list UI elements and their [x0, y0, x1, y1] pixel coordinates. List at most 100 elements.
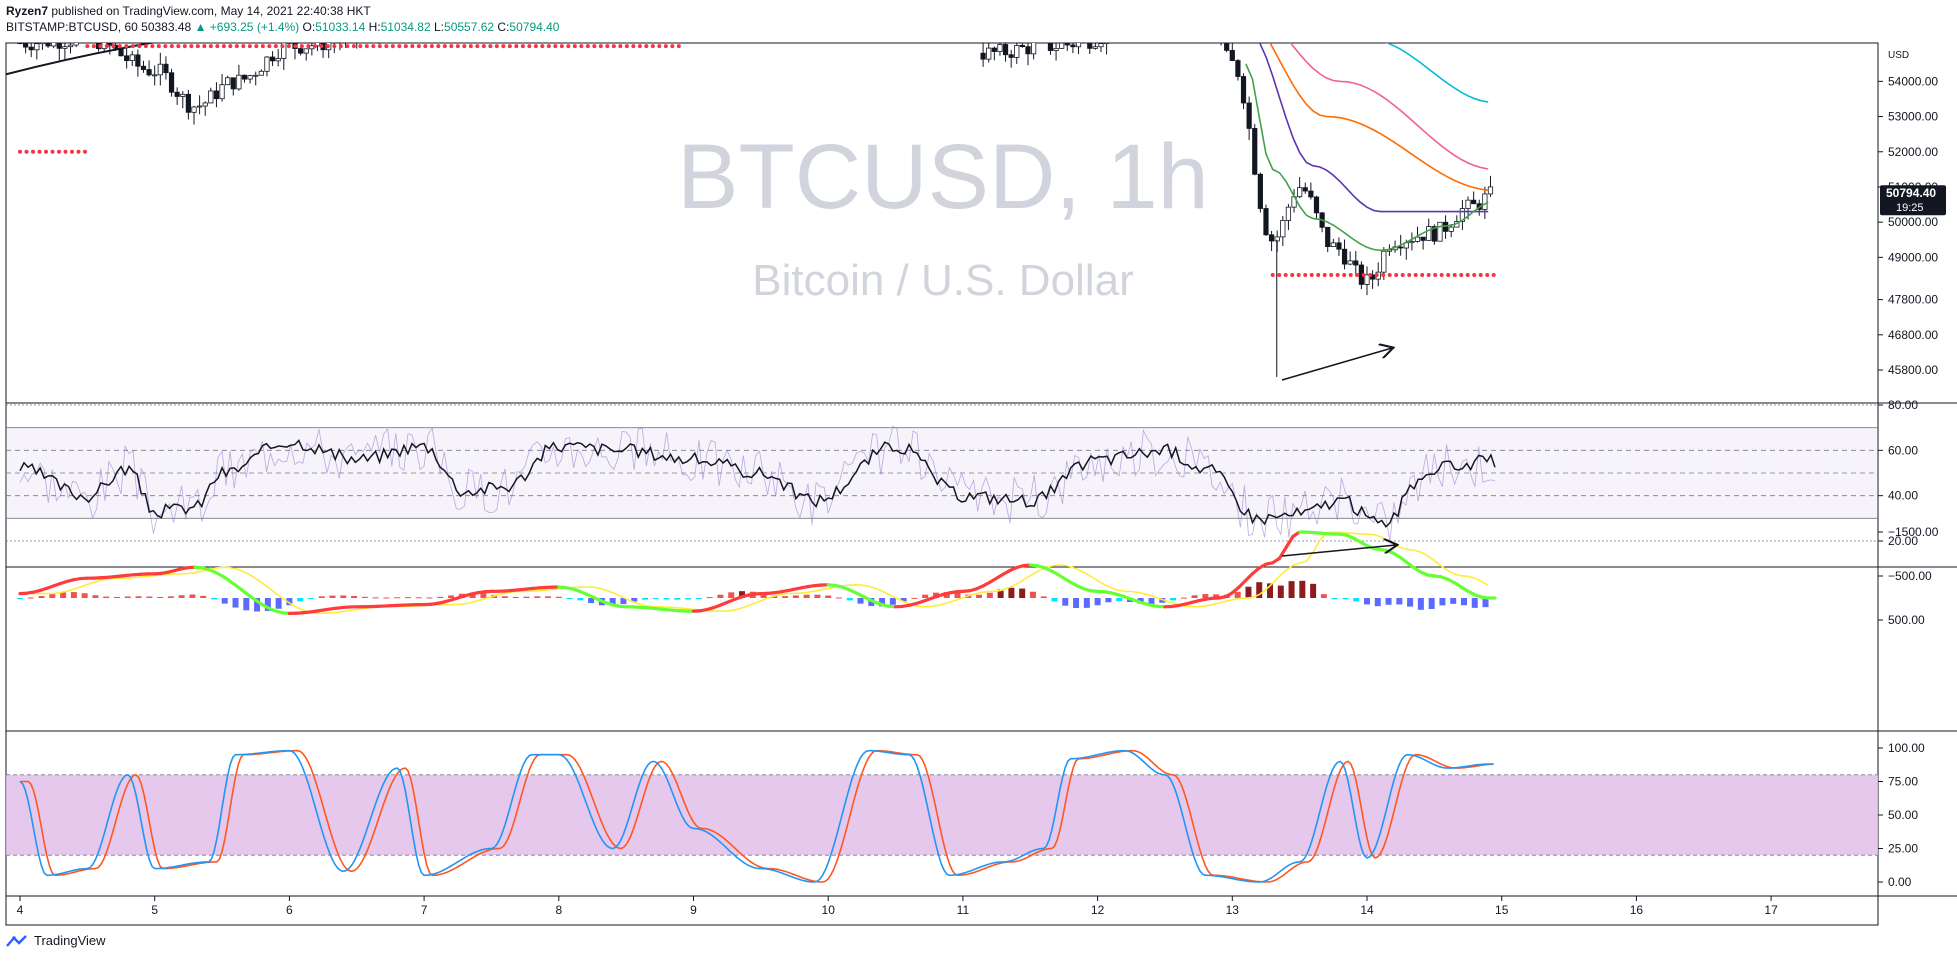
candle-body: [1202, 2, 1206, 17]
candle-body: [399, 18, 403, 26]
support-dot: [63, 149, 68, 154]
support-dot: [312, 44, 317, 49]
candle-body: [1031, 43, 1037, 55]
macd-histogram-bar: [501, 596, 508, 598]
candle-body: [129, 54, 135, 62]
support-dot: [70, 149, 74, 154]
macd-histogram-bar: [448, 595, 455, 598]
support-dot: [1485, 272, 1490, 277]
macd-histogram-bar: [728, 592, 735, 598]
macd-histogram-bar: [200, 595, 207, 598]
support-dot: [514, 44, 519, 49]
price-tag-value: 50794.40: [1886, 186, 1936, 200]
macd-histogram-bar: [1385, 598, 1392, 605]
macd-histogram-bar: [329, 595, 336, 598]
close-value: 50794.40: [509, 20, 560, 34]
stoch-axis-label: 0.00: [1888, 875, 1912, 889]
support-dot: [260, 44, 265, 49]
price-axis-label: 47800.00: [1888, 293, 1938, 307]
support-dot: [598, 44, 603, 49]
price-change: ▲ +693.25 (+1.4%): [194, 20, 300, 34]
time-axis-label: 4: [17, 903, 24, 917]
pane-frames: [5, 42, 1957, 926]
candle-body: [450, 16, 454, 25]
support-dot: [124, 44, 129, 49]
support-dot: [1374, 272, 1379, 277]
macd-histogram-bar: [1396, 598, 1403, 605]
support-dot: [403, 44, 408, 49]
support-dot: [436, 44, 441, 49]
support-dot: [98, 44, 103, 49]
time-axis-label: 8: [555, 903, 562, 917]
macd-histogram-bar: [372, 597, 379, 599]
support-dot: [50, 149, 55, 154]
support-dot: [1465, 272, 1470, 277]
tradingview-brand[interactable]: TradingView: [6, 933, 106, 948]
support-dot: [442, 44, 447, 49]
support-dot: [358, 44, 363, 49]
candle-body: [1364, 274, 1370, 285]
support-dot: [644, 44, 649, 49]
macd-histogram-bar: [221, 598, 228, 604]
support-dot: [1387, 272, 1392, 277]
support-dot: [546, 44, 551, 49]
macd-histogram-bar: [297, 598, 304, 602]
macd-histogram-bar: [210, 598, 217, 600]
candle-body: [45, 43, 51, 47]
macd-histogram-bar: [318, 596, 325, 598]
candle-body: [1082, 38, 1086, 41]
time-axis-label: 14: [1360, 903, 1374, 917]
macd-histogram-bar: [879, 598, 886, 607]
high-label: H:: [368, 20, 381, 34]
candle-body: [489, 4, 493, 11]
support-dot: [293, 44, 298, 49]
candle-body: [80, 31, 84, 37]
candle-body: [1025, 46, 1031, 55]
tradingview-logo-icon: [6, 934, 27, 947]
candle-body: [264, 56, 270, 72]
macd-histogram-bar: [512, 596, 519, 598]
macd-histogram-bar: [383, 597, 390, 599]
macd-histogram-bar: [286, 598, 293, 606]
support-dot: [676, 44, 681, 49]
macd-histogram-bar: [415, 597, 422, 599]
footer-brand-text: TradingView: [34, 933, 106, 948]
candle-body: [1219, 31, 1223, 42]
support-dot: [345, 44, 350, 49]
candle-body: [191, 106, 197, 113]
support-dot: [176, 44, 181, 49]
candle-body: [1426, 226, 1432, 241]
macd-histogram-bar: [1450, 598, 1457, 604]
macd-histogram-bar: [189, 594, 196, 598]
candle-body: [1482, 193, 1488, 210]
candle-body: [349, 28, 353, 33]
support-dot: [24, 149, 29, 154]
rsi-divergence-arrow: [1281, 545, 1396, 557]
support-dot: [1296, 272, 1301, 277]
support-dot: [566, 44, 571, 49]
rsi-axis-label: 60.00: [1888, 443, 1918, 457]
support-dot: [1329, 272, 1334, 277]
support-dot: [488, 44, 493, 49]
candle-body: [135, 54, 141, 67]
candle-body: [1019, 45, 1025, 48]
candle-body: [1229, 50, 1235, 61]
author-name[interactable]: Ryzen7: [6, 4, 49, 18]
support-dot: [1335, 272, 1340, 277]
candle-body: [180, 93, 186, 97]
low-value: 50557.62: [444, 20, 495, 34]
support-dot: [540, 44, 545, 49]
candle-body: [1297, 187, 1303, 198]
candle-body: [366, 28, 370, 33]
macd-histogram-bar: [1299, 580, 1306, 598]
support-dot: [85, 44, 90, 49]
time-axis-label: 5: [151, 903, 158, 917]
time-axis-label: 10: [822, 903, 836, 917]
time-axis-label: 16: [1630, 903, 1644, 917]
macd-histogram-bar: [631, 598, 638, 602]
candle-body: [247, 75, 253, 80]
candle-body: [980, 52, 986, 60]
support-dot: [1348, 272, 1353, 277]
candle-body: [411, 28, 415, 30]
